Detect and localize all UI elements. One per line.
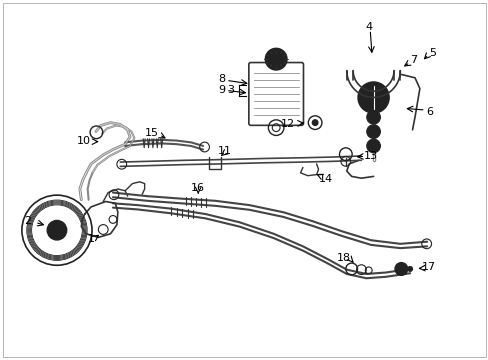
Ellipse shape bbox=[366, 125, 380, 138]
Ellipse shape bbox=[357, 82, 388, 113]
Ellipse shape bbox=[398, 266, 404, 272]
Text: 9: 9 bbox=[218, 85, 224, 95]
Text: 16: 16 bbox=[191, 183, 205, 193]
Ellipse shape bbox=[369, 114, 376, 121]
Text: 18: 18 bbox=[337, 253, 351, 263]
Text: 7: 7 bbox=[409, 55, 417, 65]
Ellipse shape bbox=[369, 128, 376, 135]
Text: 8: 8 bbox=[218, 74, 224, 84]
Ellipse shape bbox=[265, 49, 286, 70]
Text: 13: 13 bbox=[364, 150, 377, 161]
Text: 5: 5 bbox=[428, 48, 436, 58]
Text: 14: 14 bbox=[319, 174, 333, 184]
Text: 10: 10 bbox=[77, 136, 91, 146]
Text: 17: 17 bbox=[421, 262, 435, 272]
Ellipse shape bbox=[366, 139, 380, 153]
Ellipse shape bbox=[52, 225, 61, 235]
Ellipse shape bbox=[407, 266, 412, 271]
Ellipse shape bbox=[366, 111, 380, 124]
Ellipse shape bbox=[369, 143, 376, 149]
Text: 12: 12 bbox=[281, 119, 295, 129]
Text: 2: 2 bbox=[24, 216, 31, 226]
Ellipse shape bbox=[269, 52, 283, 66]
FancyBboxPatch shape bbox=[248, 63, 303, 125]
Text: 1: 1 bbox=[87, 234, 94, 244]
Text: 4: 4 bbox=[365, 22, 371, 32]
Text: 6: 6 bbox=[425, 107, 432, 117]
Text: 11: 11 bbox=[218, 146, 231, 156]
Ellipse shape bbox=[394, 262, 407, 275]
Ellipse shape bbox=[47, 220, 66, 240]
Text: 15: 15 bbox=[144, 129, 159, 138]
Text: 3: 3 bbox=[227, 85, 234, 95]
Ellipse shape bbox=[311, 120, 317, 126]
